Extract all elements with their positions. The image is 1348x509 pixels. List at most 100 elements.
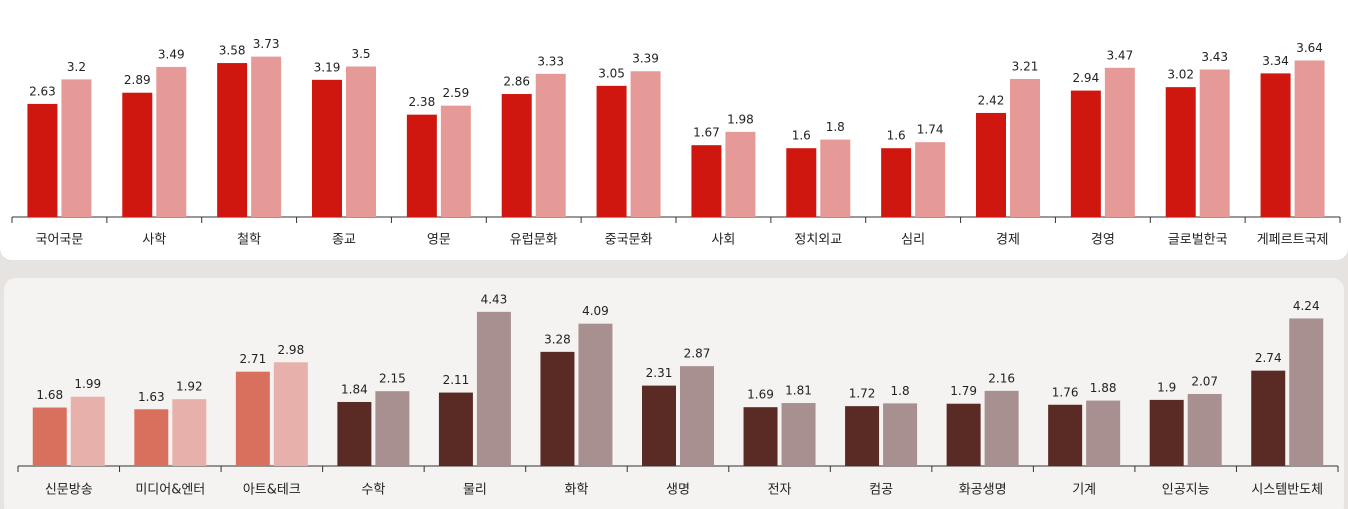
bar (725, 131, 756, 217)
x-tick-label: 경제 (996, 233, 1020, 248)
value-label: 2.15 (379, 372, 406, 386)
bar (156, 66, 187, 218)
x-tick-label: 화학 (565, 483, 589, 498)
bar (845, 406, 880, 466)
value-label: 1.8 (826, 120, 845, 134)
value-label: 1.72 (849, 387, 876, 401)
bar (578, 323, 613, 466)
bar (438, 392, 473, 466)
value-label: 2.98 (277, 343, 304, 357)
value-label: 3.2 (67, 60, 86, 74)
bar (786, 148, 817, 217)
bar (642, 385, 676, 466)
bar (1048, 404, 1083, 466)
bar (172, 399, 207, 466)
bar (1086, 400, 1121, 466)
bar (883, 403, 918, 466)
value-label: 3.39 (632, 52, 659, 66)
value-label: 2.07 (1191, 374, 1218, 388)
value-label: 3.73 (253, 37, 280, 51)
value-label: 1.76 (1052, 385, 1079, 399)
bar (70, 396, 105, 466)
bar (1187, 393, 1222, 466)
x-tick-label: 영문 (427, 233, 451, 248)
bar (881, 148, 912, 217)
bar (1199, 69, 1230, 217)
value-label: 3.64 (1296, 41, 1323, 55)
value-label: 1.88 (1090, 381, 1117, 395)
bar (501, 94, 532, 217)
value-label: 2.16 (988, 371, 1015, 385)
bar (781, 403, 816, 466)
bar (820, 139, 851, 217)
bar (1104, 67, 1135, 217)
bar (337, 401, 372, 466)
x-tick-label: 미디어&엔터 (135, 483, 205, 498)
bar (440, 105, 471, 217)
value-label: 1.68 (36, 388, 63, 402)
value-label: 1.8 (891, 384, 910, 398)
bar (915, 142, 946, 217)
value-label: 3.43 (1201, 50, 1228, 64)
value-label: 3.02 (1167, 68, 1194, 82)
value-label: 2.89 (124, 73, 151, 87)
value-label: 3.19 (314, 60, 341, 74)
bar (1260, 73, 1291, 217)
value-label: 2.87 (684, 347, 711, 361)
bar (251, 56, 282, 217)
bar (61, 79, 92, 218)
x-tick-label: 아트&테크 (243, 483, 301, 498)
bar (1251, 370, 1286, 466)
value-label: 2.86 (503, 75, 530, 89)
value-label: 3.05 (598, 66, 625, 80)
value-label: 1.6 (887, 129, 906, 143)
value-label: 3.47 (1106, 48, 1133, 62)
bar (984, 390, 1019, 466)
value-label: 1.6 (792, 129, 811, 143)
x-tick-label: 철학 (237, 233, 261, 248)
bar (273, 362, 308, 466)
value-label: 1.92 (176, 380, 203, 394)
value-label: 2.11 (443, 373, 470, 387)
value-label: 3.28 (544, 332, 571, 346)
bar (375, 391, 410, 466)
value-label: 1.67 (693, 126, 720, 140)
bar (27, 103, 58, 217)
value-label: 3.5 (351, 47, 370, 61)
value-label: 4.09 (582, 304, 609, 318)
value-label: 3.21 (1012, 59, 1039, 73)
bar (946, 403, 981, 466)
bar (596, 85, 627, 217)
value-label: 2.63 (29, 84, 56, 98)
value-label: 4.43 (481, 292, 508, 306)
value-label: 3.58 (219, 44, 246, 58)
value-label: 2.71 (239, 352, 266, 366)
bar (976, 112, 1006, 217)
bar (1294, 60, 1325, 218)
bar (122, 92, 153, 217)
value-label: 1.84 (341, 382, 368, 396)
x-tick-label: 시스템반도체 (1251, 483, 1323, 498)
x-tick-label: 기계 (1072, 483, 1096, 498)
bar (540, 351, 575, 466)
value-label: 3.34 (1262, 54, 1289, 68)
x-tick-label: 전자 (768, 483, 792, 498)
bar (1149, 399, 1184, 466)
x-tick-label: 인공지능 (1162, 483, 1210, 498)
value-label: 3.49 (158, 47, 185, 61)
x-tick-label: 유럽문화 (510, 233, 558, 248)
value-label: 2.38 (408, 95, 435, 109)
x-tick-label: 중국문화 (605, 233, 653, 248)
bar (32, 407, 67, 466)
x-tick-label: 정치외교 (794, 233, 842, 248)
x-tick-label: 컴공 (869, 483, 893, 498)
bar (476, 311, 511, 466)
bar (1165, 87, 1196, 217)
x-tick-label: 사회 (711, 233, 735, 248)
bar (134, 409, 169, 466)
bar (535, 73, 566, 217)
value-label: 3.33 (537, 54, 564, 68)
bar (406, 114, 437, 217)
x-tick-label: 종교 (332, 233, 356, 248)
x-tick-label: 생명 (666, 483, 690, 498)
